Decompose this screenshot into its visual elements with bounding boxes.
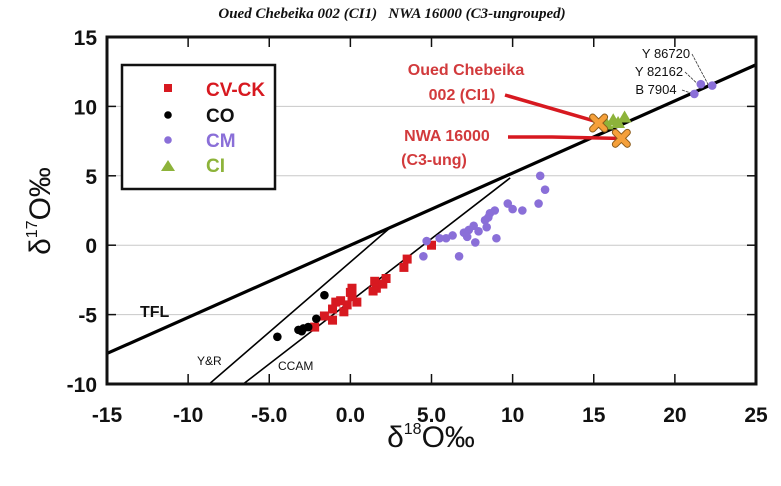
- point-cm: [540, 185, 550, 194]
- data-points: [273, 79, 717, 342]
- annotation-oued-chebeika-line2: 002 (CI1): [429, 87, 496, 104]
- legend-marker-co: [164, 111, 172, 119]
- point-cv-ck: [319, 311, 329, 321]
- point-cm: [503, 199, 513, 208]
- axis-ticks: -10 -5 0 5 10 15 -15 -10 -5.0 0.0 5.0 10 15 20 25: [67, 27, 768, 427]
- legend-label-cm: CM: [206, 131, 236, 152]
- legend-marker-ci: [161, 160, 175, 171]
- x-tick-label: -5.0: [251, 404, 287, 427]
- marker-oued-chebeika: [589, 113, 609, 133]
- yr-label: Y&R: [197, 354, 222, 368]
- reference-line-yr: [208, 227, 391, 385]
- label-y-86720: Y 86720: [642, 46, 690, 61]
- point-cm: [707, 81, 717, 90]
- reference-line-tfl: [106, 63, 757, 355]
- leader-line-oued-chebeika: [504, 93, 596, 123]
- point-cm: [448, 231, 457, 240]
- point-cm: [534, 199, 543, 208]
- y-axis-label: δ17O‰: [24, 167, 57, 255]
- point-cv-ck: [339, 307, 349, 317]
- annotation-oued-chebeika-line1: Oued Chebeika: [408, 62, 525, 79]
- legend-box: [120, 63, 277, 191]
- point-cv-ck: [331, 297, 341, 307]
- x-tick-label: -10: [173, 404, 203, 427]
- point-cm: [471, 238, 480, 247]
- chart-title: Oued Chebeika 002 (CI1) NWA 16000 (C3-un…: [218, 6, 565, 22]
- y-tick-label: -10: [67, 374, 97, 397]
- annotations: Oued Chebeika 002 (CI1) NWA 16000 (C3-ung) Y…: [401, 46, 709, 169]
- label-y-82162: Y 82162: [635, 64, 683, 79]
- x-axis-label: δ18O‰: [387, 421, 475, 454]
- point-cm: [492, 233, 501, 243]
- point-cv-ck: [345, 287, 355, 297]
- leader-line-nwa-16000: [508, 135, 618, 141]
- leader-b-7904: [681, 89, 691, 94]
- point-cm: [483, 213, 493, 222]
- point-cm: [459, 228, 469, 238]
- point-cm: [474, 227, 483, 236]
- point-cv-ck: [399, 262, 409, 272]
- point-co: [303, 322, 313, 332]
- point-cv-ck: [370, 276, 380, 286]
- x-tick-label: 15: [582, 404, 606, 427]
- point-cv-ck: [402, 254, 412, 264]
- point-co: [320, 290, 329, 300]
- point-co: [294, 325, 303, 335]
- point-cm: [454, 252, 464, 261]
- point-ci: [611, 116, 626, 129]
- legend-marker-cm: [164, 136, 172, 144]
- legend-label-cv-ck: CV-CK: [206, 80, 265, 101]
- annotation-nwa-16000-line2: (C3-ung): [401, 152, 467, 169]
- point-cv-ck: [328, 315, 338, 325]
- point-cv-ck: [368, 286, 378, 296]
- point-cm: [422, 236, 431, 246]
- point-co: [312, 314, 321, 324]
- point-cm: [518, 206, 527, 215]
- legend-label-co: CO: [206, 106, 235, 127]
- point-cm: [508, 204, 517, 214]
- x-marker-fill: [590, 114, 608, 132]
- point-cm: [419, 252, 428, 261]
- legend: CV-CK CO CM CI: [120, 63, 277, 191]
- point-cv-ck: [342, 300, 352, 310]
- y-tick-label: 5: [85, 166, 97, 189]
- point-cm: [696, 79, 706, 89]
- point-cv-ck: [328, 304, 338, 314]
- ccam-label: CCAM: [278, 359, 313, 373]
- point-cv-ck: [336, 296, 346, 306]
- y-tick-label: -5: [78, 305, 97, 328]
- x-tick-label: 25: [744, 404, 768, 427]
- x-tick-label: -15: [92, 404, 123, 427]
- point-cm: [482, 222, 491, 232]
- label-b-7904: B 7904: [635, 82, 676, 97]
- leader-y-86720: [691, 53, 709, 85]
- x-tick-label: 0.0: [336, 404, 365, 427]
- marker-nwa-16000: [611, 128, 631, 148]
- y-tick-label: 15: [74, 27, 98, 50]
- point-cm: [435, 233, 444, 243]
- x-tick-label: 10: [501, 404, 524, 427]
- plot-frame: [105, 35, 758, 386]
- point-cv-ck: [352, 297, 362, 307]
- point-cm: [690, 89, 699, 99]
- point-cv-ck: [310, 322, 320, 332]
- legend-marker-cv-ck: [164, 84, 172, 92]
- y-tick-label: 0: [85, 235, 97, 258]
- point-cm: [441, 233, 451, 243]
- point-cv-ck: [378, 279, 388, 289]
- point-cm: [535, 171, 545, 181]
- point-ci: [617, 110, 632, 123]
- leader-y-82162: [684, 71, 698, 84]
- x-tick-label: 5.0: [417, 404, 446, 427]
- annotation-nwa-16000-line1: NWA 16000: [404, 128, 490, 145]
- tfl-label: TFL: [140, 304, 170, 321]
- y-tick-label: 10: [74, 96, 97, 119]
- point-cv-ck: [381, 274, 391, 284]
- x-tick-label: 20: [663, 404, 686, 427]
- point-cv-ck: [427, 240, 436, 250]
- point-co: [273, 332, 282, 342]
- x-marker-fill: [612, 129, 630, 147]
- legend-label-ci: CI: [206, 156, 225, 177]
